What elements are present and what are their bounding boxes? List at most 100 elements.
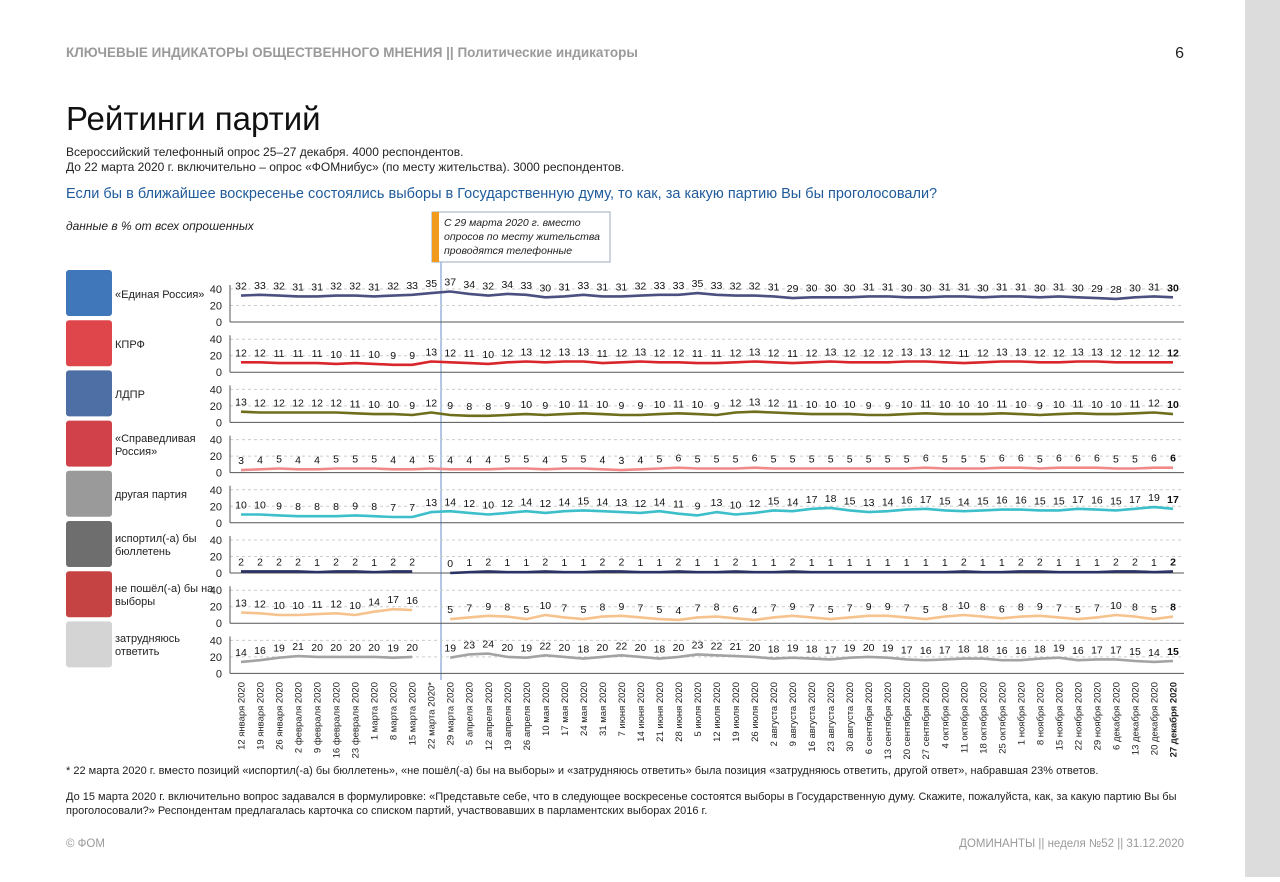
data-label: 10	[368, 349, 380, 361]
series-line	[241, 360, 1173, 367]
data-label: 29	[787, 283, 799, 295]
data-label: 1	[695, 557, 701, 569]
data-label: 15	[844, 495, 856, 507]
x-tick-label: 22 марта 2020*	[427, 682, 438, 749]
page-number: 6	[1175, 45, 1184, 62]
data-label: 24	[482, 639, 494, 651]
data-label: 6	[1075, 453, 1081, 465]
data-label: 14	[597, 496, 609, 508]
data-label: 4	[485, 454, 491, 466]
data-label: 6	[1018, 453, 1024, 465]
data-label: 5	[580, 453, 586, 465]
data-label: 18	[768, 644, 780, 656]
data-label: 7	[809, 602, 815, 614]
data-label: 13	[520, 346, 532, 358]
data-label: 13	[749, 397, 761, 409]
party-logo	[66, 320, 112, 367]
data-label: 10	[559, 399, 571, 411]
data-label: 5	[580, 604, 586, 616]
data-label: 30	[1034, 282, 1046, 294]
data-label: 12	[844, 347, 856, 359]
data-label: 16	[996, 645, 1008, 657]
series-line	[240, 652, 1174, 664]
data-label: 20	[635, 642, 647, 654]
data-label: 9	[409, 350, 415, 362]
data-label: 15	[977, 495, 989, 507]
data-label: 16	[1091, 495, 1103, 507]
data-label: 13	[901, 346, 913, 358]
data-label: 30	[901, 282, 913, 294]
data-label: 12	[501, 498, 513, 510]
data-label: 30	[806, 282, 818, 294]
data-label: 11	[787, 348, 798, 360]
x-tick-label: 2 февраля 2020	[294, 682, 305, 753]
data-label: 7	[561, 602, 567, 614]
data-label: 33	[654, 280, 666, 292]
data-label: 2	[1170, 556, 1176, 568]
data-label: 31	[368, 281, 380, 293]
data-label: 17	[1110, 644, 1122, 656]
data-label: 5	[923, 604, 929, 616]
data-label: 2	[1037, 556, 1043, 568]
data-label: 19	[844, 643, 856, 655]
data-label: 5	[333, 453, 339, 465]
data-label: 9	[1037, 601, 1043, 613]
data-label: 12	[254, 347, 266, 359]
data-label: 5	[695, 453, 701, 465]
data-label: 14	[235, 647, 247, 659]
data-label: 16	[406, 595, 418, 607]
x-tick-label: 24 мая 2020	[579, 682, 590, 736]
data-label: 11	[274, 348, 285, 360]
data-label: 33	[711, 280, 723, 292]
data-label: 11	[673, 499, 684, 511]
data-label: 1	[504, 557, 510, 569]
data-label: 11	[711, 348, 722, 360]
series-name: «Единая Россия»	[115, 289, 204, 301]
data-label: 5	[885, 453, 891, 465]
data-label: 20	[673, 642, 685, 654]
data-label: 14	[559, 496, 571, 508]
data-label: 1	[771, 557, 777, 569]
data-label: 6	[1151, 453, 1157, 465]
subtitle: Всероссийский телефонный опрос 25–27 дек…	[66, 145, 463, 159]
data-label: 19	[520, 643, 532, 655]
x-tick-label: 19 апреля 2020	[503, 682, 514, 750]
data-label: 11	[673, 398, 684, 410]
data-label: 1	[638, 557, 644, 569]
footnote: * 22 марта 2020 г. вместо позиций «испор…	[66, 765, 1098, 777]
data-label: 1	[523, 557, 529, 569]
series-line	[240, 607, 1174, 622]
data-label: 5	[1037, 453, 1043, 465]
footer-left: © ФОМ	[66, 838, 105, 850]
series-name: затрудняюсь ответить	[115, 633, 180, 658]
data-label: 4	[314, 454, 320, 466]
data-label: 6	[733, 603, 739, 615]
data-label: 2	[790, 556, 796, 568]
data-label: 10	[977, 399, 989, 411]
x-tick-label: 9 августа 2020	[788, 682, 799, 746]
data-label: 31	[1053, 281, 1065, 293]
data-label: 2	[295, 556, 301, 568]
data-label: 12	[425, 398, 437, 410]
x-tick-label: 22 ноября 2020	[1073, 682, 1084, 750]
data-label: 1	[466, 557, 472, 569]
data-label: 13	[749, 346, 761, 358]
data-label: 31	[768, 281, 780, 293]
data-label: 7	[695, 602, 701, 614]
series-name-text: ЛДПР	[115, 388, 145, 401]
data-label: 12	[730, 347, 742, 359]
data-label: 10	[939, 399, 951, 411]
data-label: 6	[1094, 453, 1100, 465]
data-label: 5	[790, 453, 796, 465]
data-label: 31	[597, 281, 609, 293]
data-label: 4	[542, 454, 548, 466]
data-label: 31	[958, 281, 970, 293]
x-tick-label: 29 марта 2020	[446, 682, 457, 745]
data-label: 15	[578, 495, 590, 507]
data-label: 2	[1018, 556, 1024, 568]
x-tick-label: 1 марта 2020	[370, 682, 381, 740]
data-label: 5	[1132, 453, 1138, 465]
data-label: 1	[752, 557, 758, 569]
series-name: другая партия	[115, 489, 187, 501]
data-label: 8	[485, 401, 491, 413]
